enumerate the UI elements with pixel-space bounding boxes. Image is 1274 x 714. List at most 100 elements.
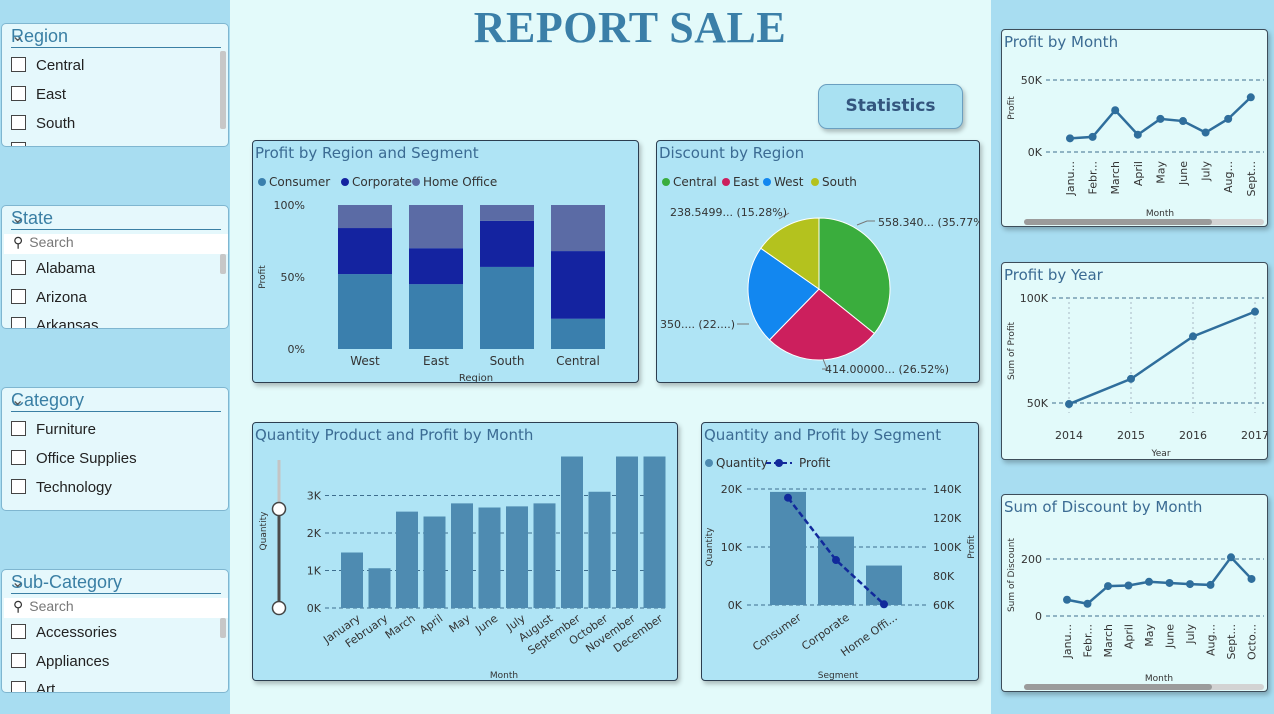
bar <box>551 205 605 252</box>
state-item-alabama[interactable]: Alabama <box>11 260 95 282</box>
x-tick-label: West <box>350 354 380 368</box>
x-tick-label: Consumer <box>750 611 804 654</box>
subcategory-item-appliances[interactable]: Appliances <box>11 653 109 675</box>
series-point <box>1065 400 1073 409</box>
series-point <box>1111 106 1120 115</box>
quantity-profit-segment-card[interactable]: Quantity and Profit by Segment Quantity P… <box>701 422 979 681</box>
profit-month-card[interactable]: Profit by Month 0K 50K Profit Janu... Febr..… <box>1001 29 1268 227</box>
checkbox-icon[interactable] <box>11 479 26 495</box>
x-tick-label: Janu... <box>1064 161 1077 196</box>
category-item-technology[interactable]: Technology <box>11 479 112 501</box>
bar <box>338 274 392 349</box>
chart-title: Quantity and Profit by Segment <box>704 426 942 444</box>
leader-line <box>822 358 828 370</box>
chevron-down-icon[interactable]: ⌄ <box>11 392 25 409</box>
series-point <box>1156 114 1165 123</box>
y-tick-label: 200 <box>1021 553 1042 566</box>
checkbox-icon[interactable] <box>11 624 26 640</box>
profit-month-chart: 0K 50K Profit Janu... Febr... March April May Ju… <box>1007 74 1264 225</box>
x-tick-label: June <box>1164 624 1177 649</box>
report-title: REPORT SALE <box>473 3 787 52</box>
subcategory-item-accessories[interactable]: Accessories <box>11 624 117 646</box>
discount-region-card[interactable]: Discount by Region Central East West South 5… <box>656 140 980 383</box>
subcategory-slicer-title: Sub-Category ⌄ <box>11 571 221 594</box>
state-item-arkansas[interactable]: Arkansas <box>11 317 99 328</box>
x-tick-label: 2016 <box>1179 429 1207 442</box>
legend-label: Consumer <box>269 175 330 189</box>
y2-tick-label: 80K <box>933 570 955 583</box>
legend-marker <box>705 459 713 467</box>
state-scrollbar[interactable] <box>220 254 226 274</box>
bar <box>423 516 446 608</box>
region-item-central[interactable]: Central <box>11 57 84 79</box>
checkbox-icon[interactable] <box>11 57 26 73</box>
series-point <box>1251 307 1259 316</box>
x-axis-label: Year <box>1150 449 1170 459</box>
x-tick-label: March <box>1102 624 1115 658</box>
checkbox-icon[interactable] <box>11 260 26 276</box>
legend-label: West <box>774 175 804 189</box>
series-line <box>1066 555 1253 606</box>
chart-title: Discount by Region <box>659 144 805 162</box>
checkbox-icon[interactable] <box>11 115 26 131</box>
state-item-arizona[interactable]: Arizona <box>11 289 87 311</box>
profit-region-segment-chart: Consumer Corporate Home Office 100% 50% 0% Pro… <box>258 175 605 382</box>
y-tick-label: 100K <box>1020 292 1049 305</box>
state-search-input[interactable]: ⚲ Search <box>4 234 228 254</box>
subcategory-scrollbar[interactable] <box>220 618 226 638</box>
data-label: 414.00000... (26.52%) <box>825 363 949 376</box>
category-slicer-title: Category ⌄ <box>11 389 221 412</box>
x-tick-label: Febr... <box>1087 161 1100 194</box>
region-item-east[interactable]: East <box>11 86 66 108</box>
checkbox-icon[interactable] <box>11 289 26 305</box>
x-axis-label: Month <box>490 671 518 681</box>
y-tick-label: 2K <box>307 527 322 540</box>
scrollbar-thumb <box>1024 219 1212 225</box>
series-point <box>1247 574 1256 583</box>
legend-marker <box>763 178 771 186</box>
checkbox-icon[interactable] <box>11 86 26 102</box>
region-slicer[interactable]: Region ⌄ Central East South <box>1 23 229 147</box>
category-item-furniture[interactable]: Furniture <box>11 421 96 443</box>
subcategory-slicer[interactable]: Sub-Category ⌄ ⚲ Search Accessories Applia… <box>1 569 229 693</box>
checkbox-icon[interactable] <box>11 653 26 669</box>
series-point <box>1201 128 1210 137</box>
quantity-month-card[interactable]: Quantity Product and Profit by Month Qua… <box>252 422 678 681</box>
discount-month-card[interactable]: Sum of Discount by Month 0 200 Sum of Disc… <box>1001 494 1268 692</box>
chevron-down-icon[interactable]: ⌄ <box>11 574 25 591</box>
region-item-south[interactable]: South <box>11 115 75 137</box>
bar <box>561 456 583 608</box>
bar <box>588 491 611 608</box>
y-axis-label: Profit <box>258 265 268 289</box>
pie-slice <box>747 247 820 341</box>
profit-region-segment-card[interactable]: Profit by Region and Segment Consumer Cor… <box>252 140 639 383</box>
series-line <box>1068 310 1256 406</box>
data-label: 350.... (22....) <box>660 318 735 331</box>
chevron-down-icon[interactable]: ⌄ <box>11 210 25 227</box>
x-tick-label: May <box>1154 161 1167 184</box>
checkbox-icon[interactable] <box>11 681 26 692</box>
region-scrollbar[interactable] <box>220 51 226 129</box>
x-tick-label: March <box>1109 161 1122 195</box>
bar <box>551 318 605 349</box>
bar <box>770 491 806 605</box>
state-slicer[interactable]: State ⌄ ⚲ Search Alabama Arizona Arkansas <box>1 205 229 329</box>
statistics-button[interactable]: Statistics <box>818 84 963 129</box>
category-item-office-supplies[interactable]: Office Supplies <box>11 450 137 472</box>
subcategory-item-art[interactable]: Art <box>11 681 55 692</box>
chart-title: Quantity Product and Profit by Month <box>255 426 534 444</box>
checkbox-icon[interactable] <box>11 450 26 466</box>
x-tick-label: March <box>383 612 418 642</box>
subcategory-search-input[interactable]: ⚲ Search <box>4 598 228 618</box>
profit-year-card[interactable]: Profit by Year 50K 100K Sum of Profit 2014 2… <box>1001 262 1268 460</box>
y-axis-label: Quantity <box>259 511 269 551</box>
checkbox-icon[interactable] <box>11 317 26 328</box>
series-point <box>1066 134 1074 143</box>
x-axis-label: Month <box>1145 674 1173 684</box>
checkbox-icon[interactable] <box>11 421 26 437</box>
chevron-down-icon[interactable]: ⌄ <box>11 28 25 45</box>
x-tick-label: April <box>1132 161 1145 186</box>
category-slicer[interactable]: Category ⌄ Furniture Office Supplies Tech… <box>1 387 229 511</box>
x-tick-label: April <box>417 612 445 637</box>
legend-marker <box>811 178 819 186</box>
